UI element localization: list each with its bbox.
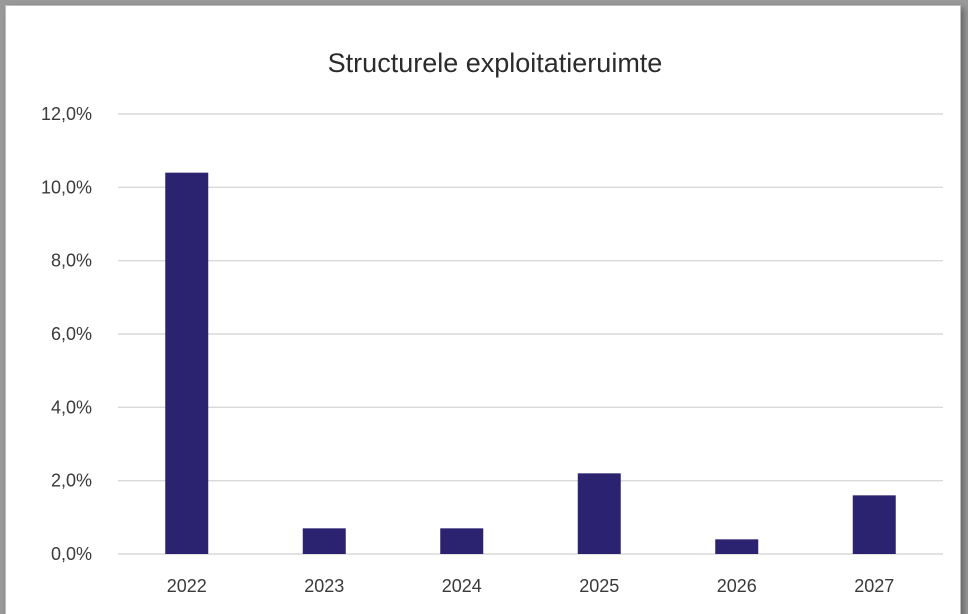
x-tick-label: 2024 [442,576,482,596]
y-tick-label: 10,0% [41,177,92,197]
y-axis-ticks: 0,0% 2,0% 4,0% 6,0% 8,0% 10,0% 12,0% [41,104,92,564]
chart-panel: Structurele exploitatieruimte 0,0% 2,0% 4,… [5,5,961,614]
bar-2027 [852,495,896,554]
bar-2025 [577,473,621,554]
x-axis-ticks: 2022 2023 2024 2025 2026 2027 [167,576,895,596]
y-tick-label: 6,0% [51,324,92,344]
bar-chart: Structurele exploitatieruimte 0,0% 2,0% 4,… [41,48,943,596]
x-tick-label: 2022 [167,576,207,596]
bar-2023 [302,528,346,554]
y-tick-label: 12,0% [41,104,92,124]
x-tick-label: 2026 [717,576,757,596]
x-tick-label: 2025 [579,576,619,596]
x-tick-label: 2027 [854,576,894,596]
y-tick-label: 2,0% [51,471,92,491]
gridlines [118,113,943,555]
x-tick-label: 2023 [304,576,344,596]
y-tick-label: 4,0% [51,397,92,417]
chart-title: Structurele exploitatieruimte [328,48,663,78]
y-tick-label: 8,0% [51,251,92,271]
y-tick-label: 0,0% [51,544,92,564]
bar-2022 [165,172,209,554]
bars [165,172,896,554]
bar-2026 [715,539,759,554]
bar-2024 [440,528,484,554]
